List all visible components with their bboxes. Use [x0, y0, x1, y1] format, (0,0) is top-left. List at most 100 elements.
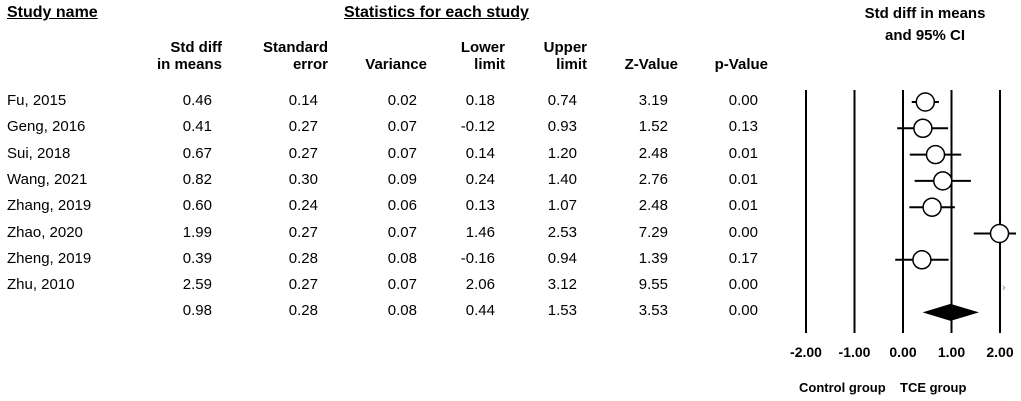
column-header-line1: Standard — [262, 39, 328, 56]
table-cell: 0.44 — [465, 302, 495, 320]
study-point — [912, 250, 932, 270]
column-header-7: p-Value — [658, 39, 768, 73]
table-cell: 3.19 — [638, 92, 668, 109]
table-cell: 0.07 — [387, 276, 417, 294]
table-cell: 9.55 — [638, 276, 668, 294]
table-cell: 0.08 — [387, 302, 417, 320]
table-cell: 0.14 — [465, 144, 495, 162]
table-cell: 0.07 — [387, 223, 417, 241]
table-cell: 0.09 — [387, 170, 417, 188]
table-cell: 1.20 — [547, 144, 577, 162]
table-cell: 0.41 — [182, 118, 212, 136]
column-header-line2: in means — [156, 56, 222, 73]
table-cell: 0.17 — [728, 249, 758, 267]
x-tick-label: -2.00 — [790, 344, 822, 360]
plot-title-line1: Std diff in means — [864, 5, 986, 22]
study-name: Geng, 2016 — [7, 118, 86, 136]
table-cell: 0.00 — [728, 223, 758, 241]
column-header-1: Std diff in means — [112, 39, 222, 73]
table-cell: 2.59 — [182, 276, 212, 294]
table-cell: 1.07 — [547, 197, 577, 215]
table-cell: 0.82 — [182, 170, 212, 188]
table-cell: 0.07 — [387, 144, 417, 162]
plot-title: Std diff in means and 95% CI — [840, 3, 1010, 47]
table-cell: 0.28 — [288, 302, 318, 320]
study-name: Zhang, 2019 — [7, 197, 92, 215]
table-cell: 0.18 — [465, 92, 495, 109]
study-name: Fu, 2015 — [7, 92, 67, 109]
table-cell: -0.16 — [460, 249, 495, 267]
study-point — [933, 171, 953, 191]
study-point — [913, 118, 933, 139]
table-cell: -0.12 — [460, 118, 495, 136]
column-header-2: Standard error — [218, 39, 328, 73]
study-point — [922, 197, 942, 217]
column-header-4: Lower limit — [395, 39, 505, 73]
table-cell: 1.52 — [638, 118, 668, 136]
footer-left-label: Control group — [799, 380, 886, 395]
footer-right-label: TCE group — [900, 380, 967, 395]
study-name: Sui, 2018 — [7, 144, 71, 162]
table-cell: 0.13 — [465, 197, 495, 215]
table-cell: 0.01 — [728, 144, 758, 162]
column-header-line1: Upper — [543, 39, 587, 56]
table-cell: 0.98 — [182, 302, 212, 320]
table-cell: 0.27 — [288, 144, 318, 162]
table-cell: 0.94 — [547, 249, 577, 267]
table-cell: 0.24 — [288, 197, 318, 215]
table-cell: 0.28 — [288, 249, 318, 267]
table-cell: 0.07 — [387, 118, 417, 136]
out-of-range-marker: › — [1002, 282, 1006, 294]
column-header-line2: Z-Value — [624, 56, 678, 73]
table-cell: 2.76 — [638, 170, 668, 188]
table-cell: 0.39 — [182, 249, 212, 267]
study-name: Wang, 2021 — [7, 170, 88, 188]
study-name-header: Study name — [7, 4, 98, 21]
table-cell: 0.27 — [288, 223, 318, 241]
study-point — [915, 92, 936, 112]
table-cell: 0.27 — [288, 118, 318, 136]
table-cell: 0.93 — [547, 118, 577, 136]
table-cell: 2.53 — [547, 223, 577, 241]
table-cell: 0.24 — [465, 170, 495, 188]
column-header-line2: Variance — [365, 56, 427, 73]
column-header-line1: Lower — [460, 39, 505, 56]
table-cell: 2.48 — [638, 144, 668, 162]
table-cell: 0.13 — [728, 118, 758, 136]
study-name: Zhu, 2010 — [7, 276, 75, 294]
study-point — [989, 223, 1010, 244]
column-header-line2: error — [292, 56, 328, 73]
table-cell: 0.30 — [288, 170, 318, 188]
x-tick-label: -1.00 — [839, 344, 871, 360]
table-cell: 0.01 — [728, 170, 758, 188]
table-cell: 0.00 — [728, 276, 758, 294]
statistics-header: Statistics for each study — [344, 4, 529, 21]
table-cell: 2.48 — [638, 197, 668, 215]
study-name: Zheng, 2019 — [7, 249, 92, 267]
table-cell: 0.00 — [728, 92, 758, 109]
plot-title-line2: and 95% CI — [884, 27, 966, 44]
table-cell: 0.01 — [728, 197, 758, 215]
table-cell: 0.02 — [387, 92, 417, 109]
table-cell: 0.67 — [182, 144, 212, 162]
table-cell: 0.06 — [387, 197, 417, 215]
table-cell: 0.14 — [288, 92, 318, 109]
column-header-3: Variance — [317, 39, 427, 73]
table-cell: 1.99 — [182, 223, 212, 241]
table-cell: 0.08 — [387, 249, 417, 267]
table-cell: 3.12 — [547, 276, 577, 294]
study-name: Zhao, 2020 — [7, 223, 83, 241]
table-cell: 1.40 — [547, 170, 577, 188]
table-cell: 0.60 — [182, 197, 212, 215]
table-cell: 0.74 — [547, 92, 577, 109]
table-cell: 1.46 — [465, 223, 495, 241]
column-header-line2: p-Value — [714, 56, 768, 73]
column-header-line2: limit — [556, 56, 587, 73]
x-tick-label: 2.00 — [986, 344, 1013, 360]
column-header-line2: limit — [474, 56, 505, 73]
table-cell: 0.27 — [288, 276, 318, 294]
table-cell: 7.29 — [638, 223, 668, 241]
table-cell: 0.00 — [728, 302, 758, 320]
table-cell: 0.46 — [182, 92, 212, 109]
column-header-line1: Std diff — [170, 39, 222, 56]
